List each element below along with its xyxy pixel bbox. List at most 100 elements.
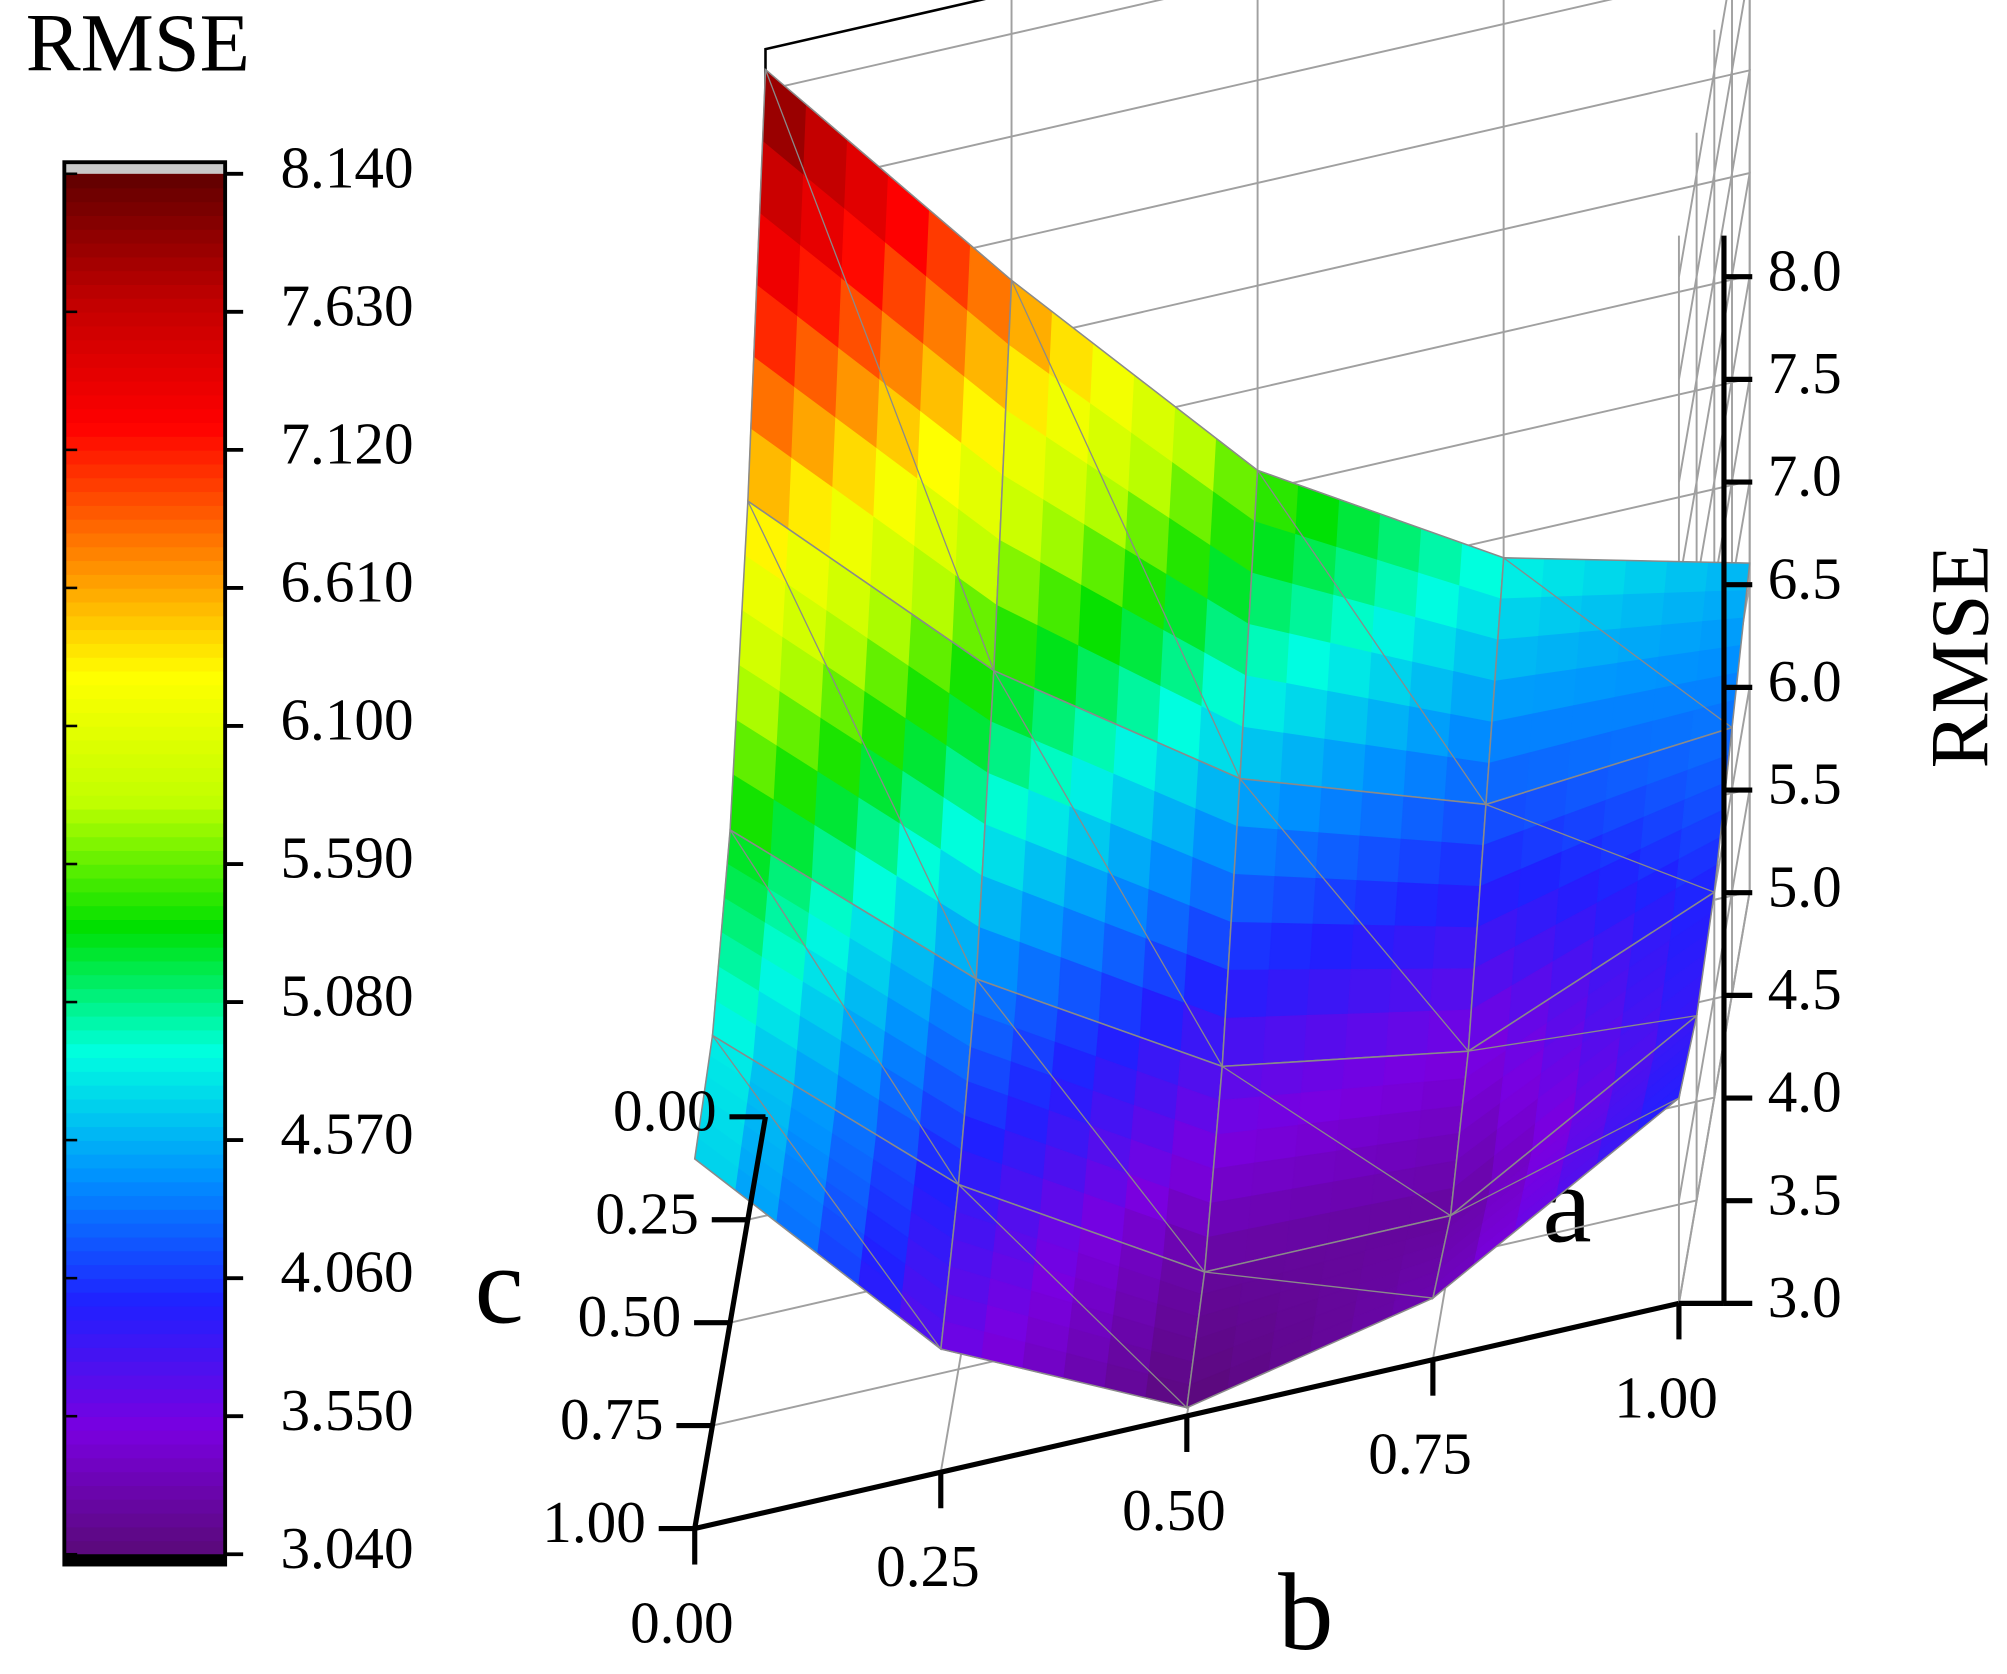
mesh-line [1450,1097,1680,1217]
surface-patch [1385,1010,1431,1057]
y-tick-label: 1.00 [542,1489,646,1555]
x-tick-label: 1.00 [1614,1364,1718,1430]
colorbar-band [64,560,226,575]
surface-patch [1274,829,1320,880]
colorbar-band [64,242,226,258]
surface [693,67,1751,1409]
surface-patch [1347,968,1393,1015]
mesh-line [1503,557,1733,729]
colorbar-band [64,229,226,244]
z-tick-label: 7.5 [1768,340,1842,406]
colorbar-band [64,270,226,285]
colorbar-band [64,767,226,782]
surface-patch [1368,652,1414,708]
colorbar-band [64,1319,226,1335]
surface-patch [1620,592,1666,630]
colorbar-cap [64,162,226,174]
surface-patch [1236,778,1282,831]
mesh-line [993,670,1223,1067]
colorbar-band [64,988,226,1003]
mesh-line [1485,803,1715,893]
colorbar-band [64,408,226,424]
surface-patch [1388,968,1434,1014]
surface-patch [1661,591,1707,626]
colorbar-band [64,1360,226,1376]
colorbar-tick-label: 7.630 [280,272,413,338]
colorbar-band [64,311,226,327]
x-tick-label: 0.75 [1368,1421,1472,1487]
z-tick-label: 4.5 [1768,956,1842,1022]
surface-patch [1303,1013,1349,1062]
colorbar-tick-label: 3.550 [280,1377,413,1443]
colorbar-band [64,1443,226,1459]
colorbar-band [64,864,226,879]
colorbar-band [64,919,226,934]
colorbar-band [64,698,226,713]
colorbar-band [64,256,226,272]
z-tick-label: 6.5 [1768,545,1842,611]
surface-patch [1409,661,1455,716]
colorbar-tick-label: 5.080 [280,963,413,1029]
mesh-line [1257,470,1487,805]
surface-patch [1277,782,1323,834]
surface-patch [1268,922,1314,971]
colorbar-band [64,725,226,741]
colorbar-band [64,808,226,824]
surface-patch [1306,969,1352,1017]
colorbar-band [64,339,226,355]
surface-patch [1438,841,1484,888]
colorbar-band [64,670,226,686]
colorbar-band [64,891,226,907]
surface-patch [1239,726,1285,784]
surface-patch [1365,698,1411,752]
surface-patch [1664,560,1710,594]
colorbar-band [64,1167,226,1183]
colorbar-band [64,1291,226,1307]
colorbar-band [64,684,226,700]
colorbar-band [64,1485,226,1500]
grid-line [765,69,1751,483]
surface-patch [1447,713,1493,764]
colorbar-band [64,353,226,368]
mesh-line [1221,1065,1451,1217]
surface-patch [1497,597,1543,641]
z-tick-label: 5.5 [1768,751,1842,817]
colorbar-band [64,877,226,893]
surface-patch [1450,671,1496,723]
colorbar-band [64,1029,226,1045]
z-tick-label: 5.0 [1768,853,1842,919]
colorbar-band [64,905,226,921]
surface-patch [1265,969,1311,1018]
mesh-line [711,1035,942,1350]
colorbar-band [64,298,226,313]
colorbar-tick-label: 3.040 [280,1515,413,1581]
colorbar-band [64,325,226,341]
z-axis-title: RMSE [1914,544,2005,768]
surface-patch [1403,750,1449,801]
z-tick-label: 3.5 [1768,1161,1842,1227]
colorbar-band [64,532,226,548]
x-axis-title: b [1278,1550,1333,1673]
colorbar-band [64,1333,226,1348]
surface-patch [1262,1015,1308,1065]
surface-patch [1248,572,1294,635]
colorbar-band [64,587,226,603]
surface-patch [1582,559,1628,597]
surface-patch [1423,1050,1469,1083]
colorbar-band [64,1388,226,1404]
surface-patch [1397,838,1443,886]
colorbar-band [64,477,226,493]
colorbar-tick-label: 5.590 [280,825,413,891]
colorbar-band [64,1126,226,1141]
colorbar-band [64,1471,226,1486]
z-tick-label: 8.0 [1768,237,1842,303]
colorbar-band [64,505,226,520]
surface-patch [1242,675,1288,734]
surface-patch [1344,1012,1390,1060]
surface-patch [1391,925,1437,970]
colorbar-band [64,850,226,865]
colorbar-band [64,1416,226,1431]
colorbar-band [64,284,226,299]
surface-patch [1315,832,1361,882]
